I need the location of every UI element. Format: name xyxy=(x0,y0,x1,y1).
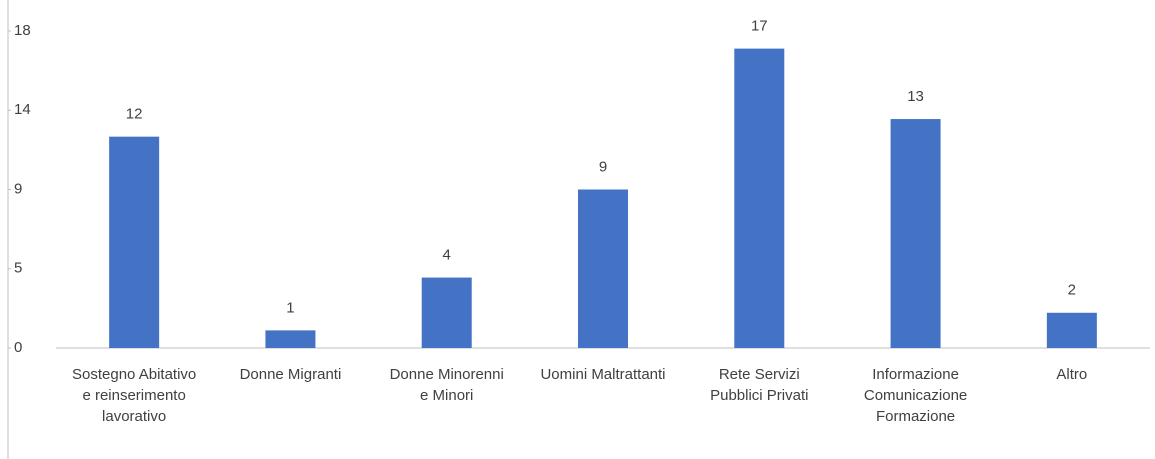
bar xyxy=(421,277,472,348)
data-label: 9 xyxy=(599,158,607,175)
y-tick-label: 14 xyxy=(14,101,31,118)
data-label: 2 xyxy=(1068,282,1076,299)
x-tick-label: Donne Migranti xyxy=(239,366,342,383)
x-tick-label: Sostegno Abitativo e reinserimento lavor… xyxy=(72,366,197,425)
y-tick-label: 9 xyxy=(14,180,22,197)
data-label: 13 xyxy=(907,88,924,105)
data-label: 12 xyxy=(126,106,143,123)
x-tick-label: Donne Minorenni e Minori xyxy=(389,366,504,404)
x-tick-label: Rete Servizi Pubblici Privati xyxy=(710,366,809,404)
bar xyxy=(578,189,628,348)
bar xyxy=(890,119,941,348)
bar xyxy=(734,48,785,348)
x-tick-label: Altro xyxy=(1056,366,1088,383)
data-label: 17 xyxy=(751,18,768,35)
x-tick-label: Uomini Maltrattanti xyxy=(540,366,666,383)
bar xyxy=(265,330,316,348)
x-tick-label: Informazione Comunicazione Formazione xyxy=(863,366,968,425)
y-tick-label: 0 xyxy=(14,339,22,356)
y-tick-label: 5 xyxy=(14,260,22,277)
data-label: 1 xyxy=(286,299,294,316)
bar xyxy=(1046,312,1097,348)
y-tick-label: 18 xyxy=(14,22,31,39)
bar xyxy=(109,136,160,348)
data-label: 4 xyxy=(443,247,451,264)
